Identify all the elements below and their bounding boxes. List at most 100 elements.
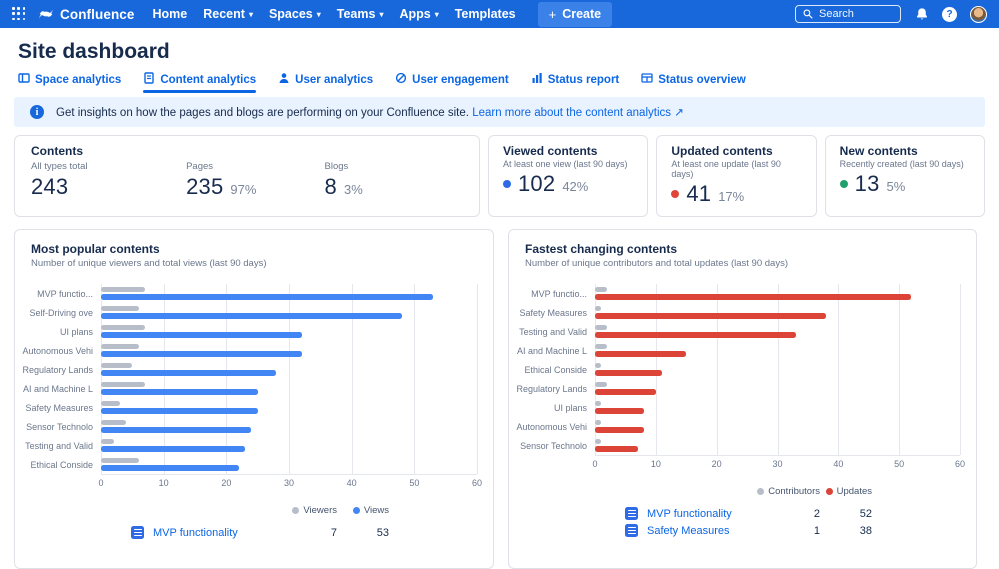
- brand-name: Confluence: [60, 6, 135, 22]
- bar-updates: [595, 408, 644, 414]
- contents-column: All types total 243: [31, 161, 186, 200]
- bar-row[interactable]: [595, 360, 960, 379]
- value-col-2: 53: [376, 526, 389, 539]
- bar-viewers: [101, 439, 114, 444]
- x-tick-label: 0: [592, 459, 598, 469]
- gridline: [477, 284, 478, 474]
- x-tick-label: 30: [772, 459, 783, 469]
- tab-space-analytics[interactable]: Space analytics: [18, 72, 121, 93]
- bar-contributors: [595, 306, 602, 311]
- tab-status-report[interactable]: Status report: [531, 72, 619, 93]
- x-tick-label: 60: [954, 459, 966, 469]
- bar-row[interactable]: [101, 398, 477, 417]
- nav-item-home[interactable]: Home: [153, 7, 188, 21]
- category-label: Ethical Conside: [30, 459, 93, 470]
- bar-viewers: [101, 363, 133, 368]
- stat-value: 235: [186, 174, 224, 199]
- value-col-1: 2: [813, 507, 820, 520]
- bar-updates: [595, 294, 912, 300]
- gridline: [899, 284, 901, 455]
- x-tick-label: 20: [221, 478, 232, 488]
- engagement-icon: [395, 72, 407, 87]
- nav-item-recent[interactable]: Recent ▾: [203, 7, 253, 21]
- tab-user-engagement[interactable]: User engagement: [395, 72, 509, 93]
- bar-row[interactable]: [595, 284, 960, 303]
- bar-row[interactable]: [595, 303, 960, 322]
- info-banner: i Get insights on how the pages and blog…: [14, 97, 985, 127]
- content-link[interactable]: MVP functionality: [647, 507, 732, 520]
- bar-row[interactable]: [101, 417, 477, 436]
- stat-card-updated-contents: Updated contents At least one update (las…: [656, 135, 817, 217]
- bar-viewers: [101, 458, 139, 463]
- bar-row[interactable]: [595, 436, 960, 455]
- bar-row[interactable]: [101, 303, 477, 322]
- bar-row[interactable]: [595, 379, 960, 398]
- contents-column: Blogs 8 3%: [325, 161, 463, 200]
- nav-item-templates[interactable]: Templates: [455, 7, 516, 21]
- nav-item-label: Recent: [203, 7, 245, 21]
- bar-row[interactable]: [595, 322, 960, 341]
- nav-item-teams[interactable]: Teams ▾: [337, 7, 384, 21]
- tab-user-analytics[interactable]: User analytics: [278, 72, 373, 93]
- user-avatar[interactable]: [970, 5, 987, 23]
- stat-card-subtitle: At least one update (last 90 days): [671, 159, 781, 179]
- search-input[interactable]: Search: [795, 5, 901, 23]
- y-axis-labels: MVP functio... Self-Driving ove UI plans Au…: [22, 284, 101, 475]
- create-button[interactable]: + Create: [537, 1, 613, 27]
- legend-item-contributors: Contributors: [748, 486, 820, 497]
- bar-row[interactable]: [101, 341, 477, 360]
- category-label: AI and Machine L: [22, 383, 93, 394]
- bar-row[interactable]: [595, 398, 960, 417]
- nav-item-label: Spaces: [268, 7, 313, 21]
- bar-updates: [595, 313, 827, 319]
- bar-viewers: [101, 306, 139, 311]
- x-tick-label: 50: [409, 478, 420, 488]
- bar-updates: [595, 427, 644, 433]
- tab-label: User engagement: [412, 73, 509, 86]
- nav-item-spaces[interactable]: Spaces ▾: [269, 7, 321, 21]
- category-label: Ethical Conside: [524, 364, 587, 375]
- help-icon[interactable]: ?: [942, 6, 957, 22]
- bar-row[interactable]: [101, 379, 477, 398]
- stat-percent: 17%: [718, 189, 745, 204]
- notifications-bell-icon[interactable]: [915, 7, 929, 21]
- app-switcher-icon[interactable]: [12, 7, 26, 21]
- bar-contributors: [595, 363, 602, 368]
- chart-legend: Contributors Updates: [525, 486, 960, 497]
- bar-contributors: [595, 344, 608, 349]
- bar-updates: [595, 446, 638, 452]
- confluence-logo[interactable]: Confluence: [38, 7, 135, 22]
- gridline: [414, 284, 416, 474]
- bar-chart: MVP functio... Safety Measures Testing and…: [516, 284, 961, 456]
- search-placeholder: Search: [819, 8, 854, 20]
- bar-row[interactable]: [595, 417, 960, 436]
- tab-content-analytics[interactable]: Content analytics: [143, 72, 256, 93]
- bar-row[interactable]: [101, 322, 477, 341]
- bar-row[interactable]: [101, 360, 477, 379]
- external-link-icon: ↗: [674, 107, 684, 119]
- content-link[interactable]: Safety Measures: [647, 524, 730, 537]
- contents-column: Pages 235 97%: [186, 161, 324, 200]
- legend-dot: [352, 507, 360, 514]
- learn-more-link[interactable]: Learn more about the content analytics ↗: [472, 107, 684, 119]
- chart-card-fastest-changing: Fastest changing contents Number of uniqu…: [508, 229, 977, 569]
- chevron-down-icon: ▾: [379, 9, 384, 19]
- gridline: [716, 284, 718, 455]
- stat-card-subtitle: Recently created (last 90 days): [839, 159, 964, 169]
- category-label: Self-Driving ove: [29, 307, 93, 318]
- contents-card: Contents All types total 243 Pages 235 97% Bl…: [14, 135, 480, 217]
- stat-value: 8: [324, 174, 337, 199]
- stat-card-title: New contents: [839, 144, 918, 158]
- table-icon: [641, 72, 653, 87]
- bar-row[interactable]: [101, 284, 477, 303]
- content-link[interactable]: MVP functionality: [153, 526, 238, 539]
- bar-views: [101, 408, 258, 414]
- legend-item-updates: Updates: [820, 486, 872, 497]
- bar-row[interactable]: [101, 455, 477, 474]
- legend-item-views: Views: [337, 505, 389, 516]
- tab-status-overview[interactable]: Status overview: [641, 72, 746, 93]
- nav-item-apps[interactable]: Apps ▾: [399, 7, 438, 21]
- bar-row[interactable]: [101, 436, 477, 455]
- value-col-2: 52: [859, 507, 872, 520]
- bar-row[interactable]: [595, 341, 960, 360]
